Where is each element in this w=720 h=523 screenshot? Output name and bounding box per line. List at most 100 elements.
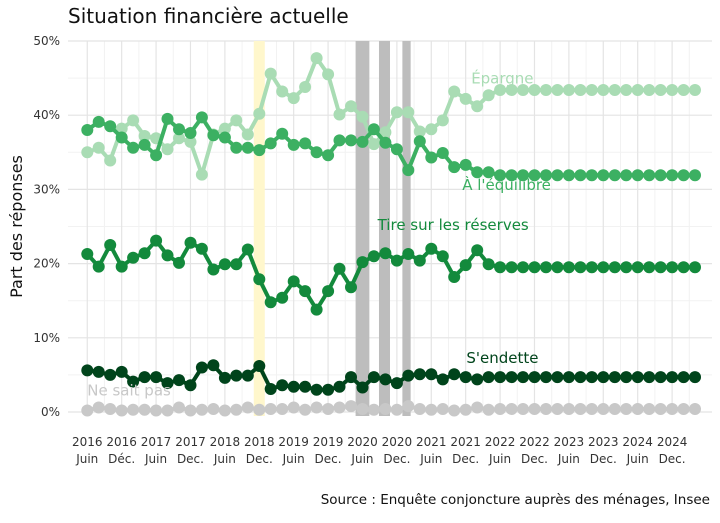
data-point xyxy=(654,371,667,384)
data-point xyxy=(310,52,323,65)
data-point xyxy=(104,368,117,381)
data-point xyxy=(620,261,633,274)
data-point xyxy=(448,161,461,174)
data-point xyxy=(436,373,449,386)
y-tick-label: 0% xyxy=(41,405,60,419)
data-point xyxy=(585,403,598,415)
data-point xyxy=(230,369,243,382)
data-point xyxy=(92,141,105,154)
series-label: Tire sur les réserves xyxy=(377,216,529,234)
data-point xyxy=(448,271,461,283)
data-point xyxy=(689,261,701,274)
x-tick-year: 2018 xyxy=(210,435,241,449)
data-point xyxy=(540,84,552,96)
x-tick-period: Dec. xyxy=(246,452,273,466)
data-point xyxy=(218,122,231,135)
data-point xyxy=(310,383,323,396)
data-point xyxy=(379,373,392,386)
data-point xyxy=(551,261,564,274)
data-point xyxy=(333,380,346,393)
data-point xyxy=(608,169,621,182)
data-point xyxy=(207,129,220,142)
data-point xyxy=(413,368,426,381)
data-point xyxy=(207,359,220,372)
data-point xyxy=(241,369,254,382)
data-point xyxy=(562,261,575,274)
y-tick-label: 10% xyxy=(33,331,60,345)
data-point xyxy=(631,371,644,384)
data-point xyxy=(459,403,472,416)
data-point xyxy=(173,123,185,136)
x-tick-year: 2022 xyxy=(485,435,516,449)
data-point xyxy=(345,400,357,413)
data-point xyxy=(92,260,105,273)
data-point xyxy=(287,275,300,288)
data-point xyxy=(528,84,541,96)
data-point xyxy=(276,85,289,98)
data-point xyxy=(482,166,495,179)
data-point xyxy=(81,364,94,377)
data-point xyxy=(448,368,461,381)
data-point xyxy=(345,371,357,384)
data-point xyxy=(367,250,380,263)
series-label: Épargne xyxy=(471,68,533,87)
data-point xyxy=(218,371,231,384)
data-point xyxy=(184,135,197,148)
data-point xyxy=(138,247,151,260)
data-point xyxy=(505,169,518,182)
y-tick-label: 30% xyxy=(33,182,60,196)
data-point xyxy=(367,371,380,384)
x-tick-year: 2019 xyxy=(278,435,309,449)
data-point xyxy=(195,242,208,255)
x-tick-period: Juin xyxy=(419,452,442,466)
data-point xyxy=(81,146,94,159)
x-tick-period: Dec. xyxy=(177,452,204,466)
data-point xyxy=(264,67,277,80)
data-point xyxy=(689,371,701,384)
data-point xyxy=(276,127,289,140)
x-tick-period: Dec. xyxy=(521,452,548,466)
y-tick-labels: 0% 10% 20% 30% 40% 50% xyxy=(33,34,60,419)
x-tick-period: Dec. xyxy=(590,452,617,466)
data-point xyxy=(585,84,598,96)
y-tick-label: 20% xyxy=(33,257,60,271)
data-point xyxy=(299,285,312,298)
data-point xyxy=(666,169,679,182)
data-point xyxy=(631,261,644,274)
source-note: Source : Enquête conjoncture auprès des … xyxy=(320,492,710,508)
data-point xyxy=(310,303,323,316)
highlight-bands xyxy=(253,41,411,416)
data-point xyxy=(528,169,541,182)
data-point xyxy=(161,112,174,125)
data-point xyxy=(540,169,552,182)
data-point xyxy=(379,136,392,149)
data-point xyxy=(333,262,346,275)
data-point xyxy=(643,84,656,96)
x-tick-period: Juin xyxy=(557,452,580,466)
data-point xyxy=(173,401,185,414)
data-point xyxy=(287,401,300,414)
data-point xyxy=(161,249,174,262)
x-tick-year: 2020 xyxy=(382,435,413,449)
data-point xyxy=(505,403,518,415)
data-point xyxy=(689,84,701,96)
data-point xyxy=(356,110,369,123)
data-point xyxy=(276,291,289,304)
data-point xyxy=(494,403,507,415)
data-point xyxy=(562,169,575,182)
data-point xyxy=(574,371,587,384)
data-point xyxy=(677,371,690,384)
data-point xyxy=(505,371,518,384)
highlight-band xyxy=(253,41,265,416)
minor-grid xyxy=(68,41,712,412)
data-point xyxy=(264,403,277,415)
data-point xyxy=(471,100,484,113)
data-point xyxy=(459,92,472,105)
data-point xyxy=(241,243,254,256)
data-point xyxy=(413,125,426,138)
data-point xyxy=(585,261,598,274)
x-tick-year: 2017 xyxy=(141,435,172,449)
x-tick-year: 2023 xyxy=(554,435,585,449)
data-point xyxy=(390,254,403,267)
data-point xyxy=(482,403,495,416)
